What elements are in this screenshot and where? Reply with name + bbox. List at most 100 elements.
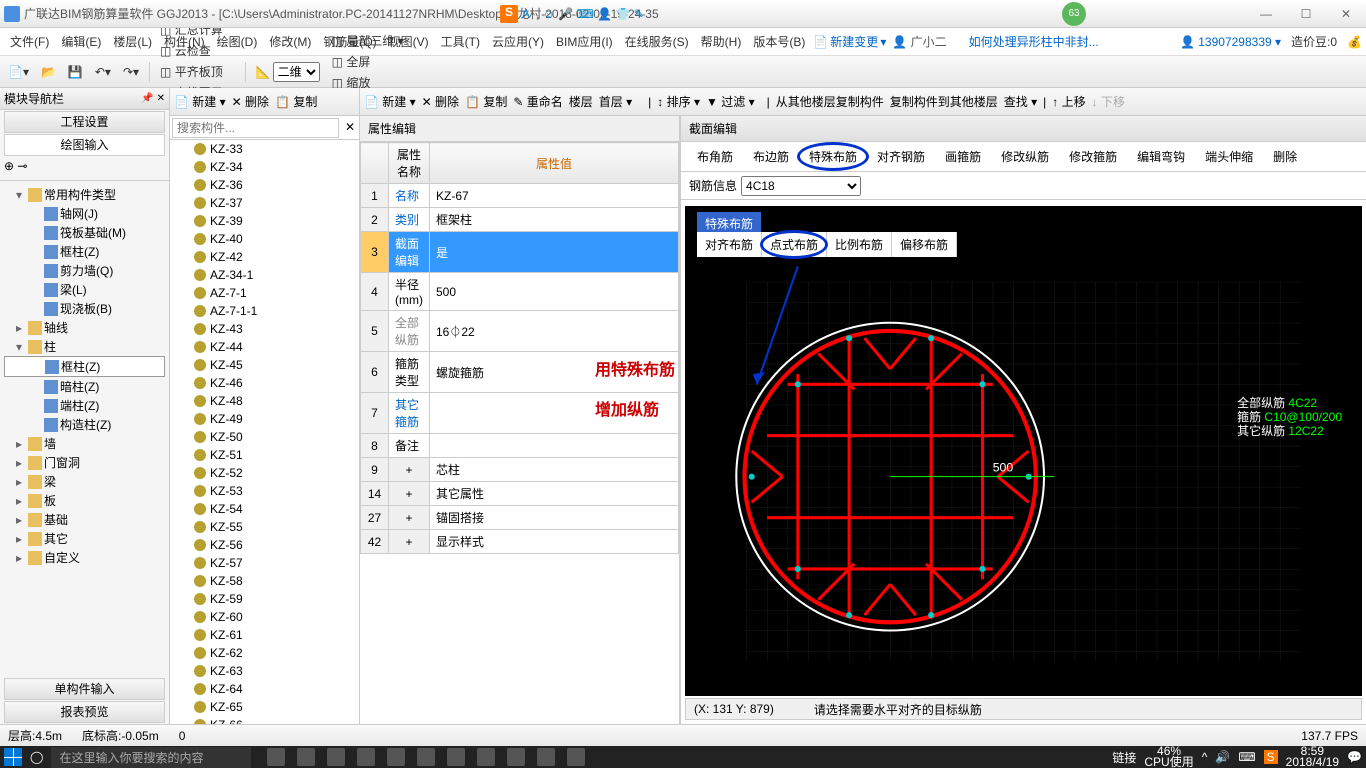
minimize-button[interactable]: — — [1246, 2, 1286, 26]
list-item[interactable]: KZ-58 — [170, 572, 359, 590]
menu-item[interactable]: 修改(M) — [263, 32, 317, 52]
tree-node[interactable]: ▾柱 — [4, 337, 165, 356]
tree-node[interactable]: 端柱(Z) — [4, 396, 165, 415]
tree-node[interactable]: 轴网(J) — [4, 204, 165, 223]
open-btn[interactable]: 📂 — [37, 63, 60, 81]
tab-drawing[interactable]: 绘图输入 — [4, 134, 165, 156]
list-item[interactable]: KZ-57 — [170, 554, 359, 572]
menu-item[interactable]: 楼层(L) — [107, 32, 158, 52]
section-tab[interactable]: 修改箍筋 — [1061, 144, 1125, 169]
list-item[interactable]: KZ-48 — [170, 392, 359, 410]
tree-node[interactable]: ▸门窗洞 — [4, 453, 165, 472]
list-item[interactable]: KZ-33 — [170, 140, 359, 158]
list-item[interactable]: KZ-59 — [170, 590, 359, 608]
tree-node[interactable]: 剪力墙(Q) — [4, 261, 165, 280]
list-item[interactable]: KZ-44 — [170, 338, 359, 356]
close-button[interactable]: ✕ — [1326, 2, 1366, 26]
tree-node[interactable]: ▸墙 — [4, 434, 165, 453]
section-canvas[interactable]: 特殊布筋 对齐布筋点式布筋比例布筋偏移布筋 用特殊布筋 增加纵筋 — [685, 206, 1362, 696]
tree-node[interactable]: ▾常用构件类型 — [4, 185, 165, 204]
list-item[interactable]: AZ-7-1-1 — [170, 302, 359, 320]
list-item[interactable]: KZ-61 — [170, 626, 359, 644]
section-tab[interactable]: 编辑弯钩 — [1129, 144, 1193, 169]
list-item[interactable]: KZ-55 — [170, 518, 359, 536]
list-item[interactable]: KZ-46 — [170, 374, 359, 392]
list-item[interactable]: KZ-40 — [170, 230, 359, 248]
undo-btn[interactable]: ↶▾ — [91, 63, 115, 81]
new-change-button[interactable]: 📄 新建变更 ▾ — [813, 33, 886, 50]
cortana-icon[interactable]: ◯ — [30, 750, 43, 764]
tree-node[interactable]: 筏板基础(M) — [4, 223, 165, 242]
section-tab[interactable]: 布角筋 — [689, 144, 741, 169]
notif-badge[interactable]: 63 — [1062, 2, 1086, 26]
tree-node[interactable]: 现浇板(B) — [4, 299, 165, 318]
tab-single[interactable]: 单构件输入 — [4, 678, 165, 700]
mode-btn[interactable]: 比例布筋 — [827, 232, 892, 257]
menu-item[interactable]: 版本号(B) — [747, 32, 811, 52]
mode-btn[interactable]: 点式布筋 — [762, 232, 827, 257]
comp-del[interactable]: ✕ 删除 — [232, 93, 269, 110]
tree-node[interactable]: ▸板 — [4, 491, 165, 510]
section-tab[interactable]: 画箍筋 — [937, 144, 989, 169]
list-item[interactable]: KZ-51 — [170, 446, 359, 464]
search-input[interactable] — [172, 118, 339, 138]
menu-item[interactable]: 在线服务(S) — [619, 32, 695, 52]
list-item[interactable]: KZ-53 — [170, 482, 359, 500]
list-item[interactable]: KZ-52 — [170, 464, 359, 482]
menu-item[interactable]: 云应用(Y) — [486, 32, 550, 52]
section-tab[interactable]: 布边筋 — [745, 144, 797, 169]
list-item[interactable]: KZ-45 — [170, 356, 359, 374]
section-tab[interactable]: 特殊布筋 — [801, 144, 865, 169]
list-item[interactable]: KZ-39 — [170, 212, 359, 230]
list-item[interactable]: KZ-65 — [170, 698, 359, 716]
list-item[interactable]: KZ-54 — [170, 500, 359, 518]
tree-node[interactable]: ▸其它 — [4, 529, 165, 548]
tree-node[interactable]: 梁(L) — [4, 280, 165, 299]
tab-report[interactable]: 报表预览 — [4, 701, 165, 723]
search-clear[interactable]: ✕ — [341, 116, 359, 139]
list-item[interactable]: AZ-7-1 — [170, 284, 359, 302]
list-item[interactable]: KZ-50 — [170, 428, 359, 446]
tree-node[interactable]: 暗柱(Z) — [4, 377, 165, 396]
redo-btn[interactable]: ↷▾ — [119, 63, 143, 81]
section-tab[interactable]: 对齐钢筋 — [869, 144, 933, 169]
list-item[interactable]: AZ-34-1 — [170, 266, 359, 284]
list-item[interactable]: KZ-56 — [170, 536, 359, 554]
tree-node[interactable]: 构造柱(Z) — [4, 415, 165, 434]
comp-copy[interactable]: 📋 复制 — [275, 93, 317, 110]
save-btn[interactable]: 💾 — [64, 63, 87, 81]
list-item[interactable]: KZ-60 — [170, 608, 359, 626]
menu-item[interactable]: 帮助(H) — [695, 32, 748, 52]
ime-icons[interactable]: A , ☺ 🎤 ⌨ 👤 👕 ✎ — [522, 7, 644, 21]
account[interactable]: 👤 13907298339 ▾ — [1180, 35, 1281, 49]
list-item[interactable]: KZ-37 — [170, 194, 359, 212]
task-search[interactable]: 在这里输入你要搜索的内容 — [51, 747, 251, 768]
list-item[interactable]: KZ-66 — [170, 716, 359, 724]
list-item[interactable]: KZ-43 — [170, 320, 359, 338]
new-btn[interactable]: 📄▾ — [4, 63, 33, 81]
tree-node[interactable]: ▸基础 — [4, 510, 165, 529]
mode-btn[interactable]: 对齐布筋 — [697, 232, 762, 257]
tree-node[interactable]: ▸轴线 — [4, 318, 165, 337]
list-item[interactable]: KZ-49 — [170, 410, 359, 428]
maximize-button[interactable]: ☐ — [1286, 2, 1326, 26]
help-link[interactable]: 如何处理异形柱中非封... — [969, 33, 1099, 50]
section-tab[interactable]: 修改纵筋 — [993, 144, 1057, 169]
comp-new[interactable]: 📄 新建 ▾ — [174, 93, 226, 110]
sogou-icon[interactable]: S — [500, 5, 518, 23]
tree-node[interactable]: 框柱(Z) — [4, 356, 165, 377]
menu-item[interactable]: 工具(T) — [435, 32, 486, 52]
list-item[interactable]: KZ-64 — [170, 680, 359, 698]
section-tab[interactable]: 端头伸缩 — [1197, 144, 1261, 169]
section-tab[interactable]: 删除 — [1265, 144, 1305, 169]
tab-settings[interactable]: 工程设置 — [4, 111, 165, 133]
menu-item[interactable]: 文件(F) — [4, 32, 55, 52]
pin-icon[interactable]: 📌 ✕ — [141, 93, 165, 104]
list-item[interactable]: KZ-63 — [170, 662, 359, 680]
rebar-select[interactable]: 4C18 — [741, 176, 861, 196]
tree-node[interactable]: ▸梁 — [4, 472, 165, 491]
tree-node[interactable]: ▸自定义 — [4, 548, 165, 567]
list-item[interactable]: KZ-42 — [170, 248, 359, 266]
menu-item[interactable]: BIM应用(I) — [550, 32, 619, 52]
menu-item[interactable]: 编辑(E) — [55, 32, 107, 52]
